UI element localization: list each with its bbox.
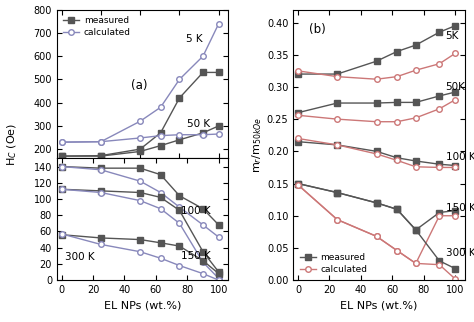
Text: 150 K: 150 K	[446, 203, 474, 213]
Text: 300 K: 300 K	[446, 248, 474, 258]
Text: 5 K: 5 K	[186, 34, 202, 44]
Y-axis label: m$_r$/m$_{50kOe}$: m$_r$/m$_{50kOe}$	[250, 117, 264, 173]
X-axis label: EL NPs (wt.%): EL NPs (wt.%)	[104, 300, 181, 310]
Text: 300 K: 300 K	[65, 252, 94, 262]
Text: 50K: 50K	[446, 82, 465, 92]
Legend: measured, calculated: measured, calculated	[62, 14, 133, 39]
Text: 5K: 5K	[446, 31, 459, 41]
Text: H$_C$ (Oe): H$_C$ (Oe)	[5, 123, 18, 166]
Text: 150 K: 150 K	[181, 251, 211, 261]
Text: (b): (b)	[309, 23, 326, 36]
Text: (a): (a)	[131, 79, 147, 92]
Legend: measured, calculated: measured, calculated	[298, 251, 369, 276]
X-axis label: EL NPs (wt.%): EL NPs (wt.%)	[340, 300, 418, 310]
Text: 50 K: 50 K	[187, 119, 210, 129]
Text: 100 K: 100 K	[181, 206, 210, 216]
Text: 100 K: 100 K	[446, 152, 474, 162]
